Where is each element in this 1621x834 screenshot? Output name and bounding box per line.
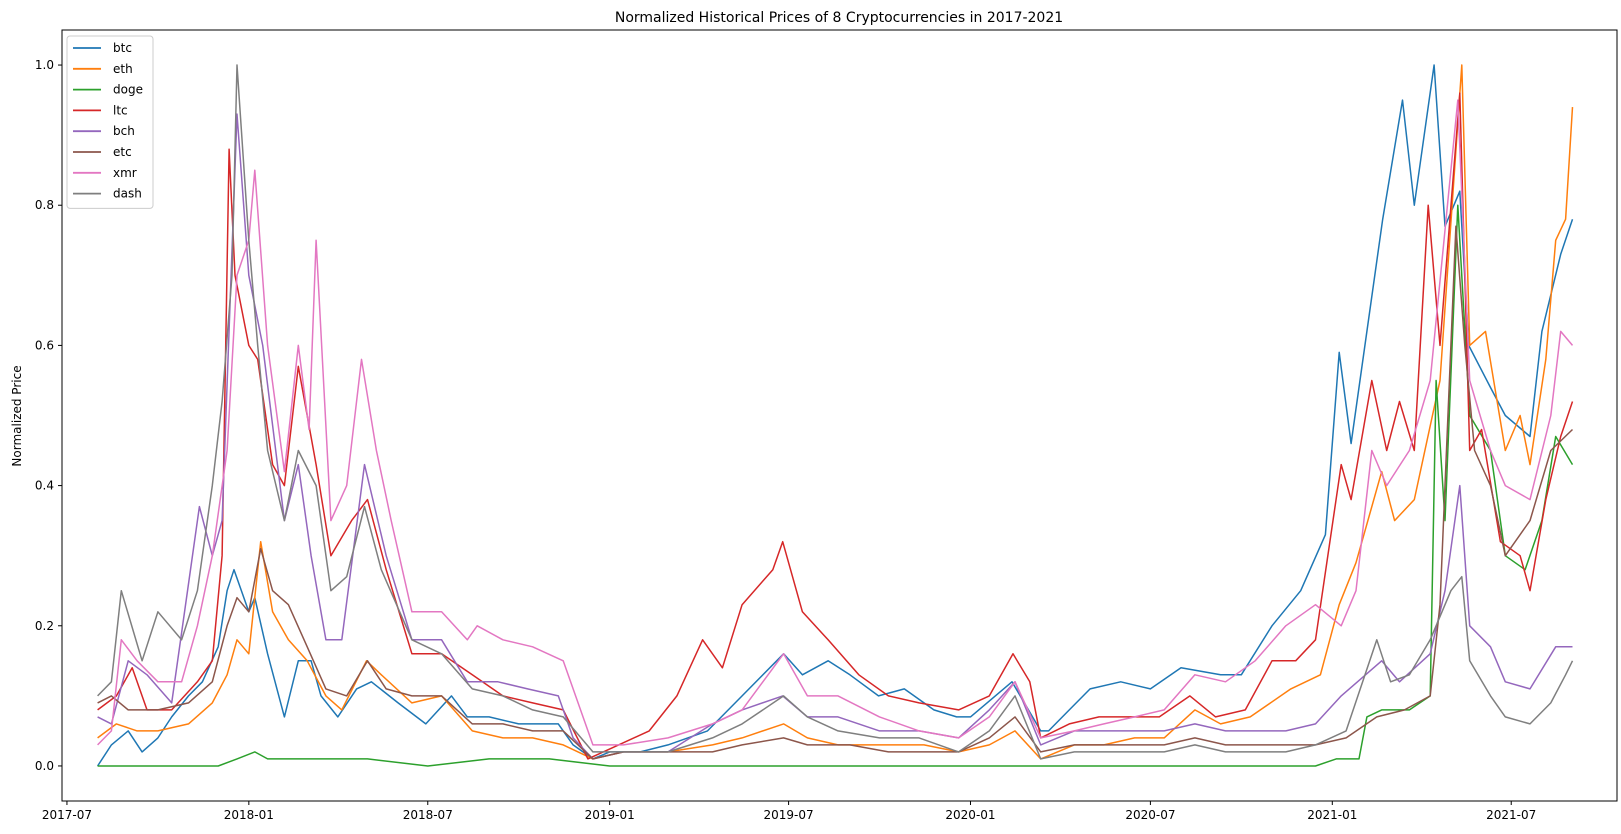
legend-label-doge: doge [113, 83, 143, 97]
legend: btc eth doge ltc bch etc xmr dash [66, 35, 154, 209]
x-tick-label: 2021-01 [1307, 808, 1357, 822]
series-line-etc [97, 225, 1574, 760]
y-axis: 0.0 0.2 0.4 0.6 0.8 1.0 [35, 58, 62, 773]
x-tick-label: 2019-01 [585, 808, 635, 822]
x-tick-label: 2019-07 [764, 808, 814, 822]
series-line-doge [97, 204, 1574, 767]
x-tick-label: 2020-07 [1125, 808, 1175, 822]
plot-area [61, 29, 1618, 802]
series-line-bch [97, 113, 1573, 760]
x-tick-label: 2021-07 [1486, 808, 1536, 822]
y-tick-label: 1.0 [35, 58, 54, 72]
legend-label-xmr: xmr [113, 166, 137, 180]
x-tick-label: 2017-07 [42, 808, 92, 822]
legend-box [66, 35, 154, 209]
series-layer [96, 64, 1574, 767]
y-tick-label: 0.4 [35, 479, 54, 493]
y-tick-label: 0.8 [35, 198, 54, 212]
y-tick-label: 0.6 [35, 338, 54, 352]
legend-label-dash: dash [113, 187, 142, 201]
y-tick-label: 0.2 [35, 619, 54, 633]
legend-label-etc: etc [113, 145, 132, 159]
series-line-ltc [97, 92, 1574, 760]
x-tick-label: 2018-01 [224, 808, 274, 822]
x-tick-label: 2018-07 [403, 808, 453, 822]
legend-label-btc: btc [113, 41, 132, 55]
series-line-xmr [97, 99, 1574, 746]
series-line-eth [97, 64, 1574, 760]
x-axis: 2017-07 2018-01 2018-07 2019-01 2019-07 2020-… [42, 801, 1536, 822]
chart-title: Normalized Historical Prices of 8 Crypto… [615, 10, 1063, 26]
legend-label-bch: bch [113, 124, 135, 138]
y-tick-label: 0.0 [35, 759, 54, 773]
x-tick-label: 2020-01 [945, 808, 995, 822]
series-line-dash [97, 64, 1574, 760]
legend-label-eth: eth [113, 62, 133, 76]
y-axis-label: Normalized Price [10, 365, 24, 466]
legend-label-ltc: ltc [113, 103, 128, 117]
series-line-btc [96, 64, 1574, 767]
